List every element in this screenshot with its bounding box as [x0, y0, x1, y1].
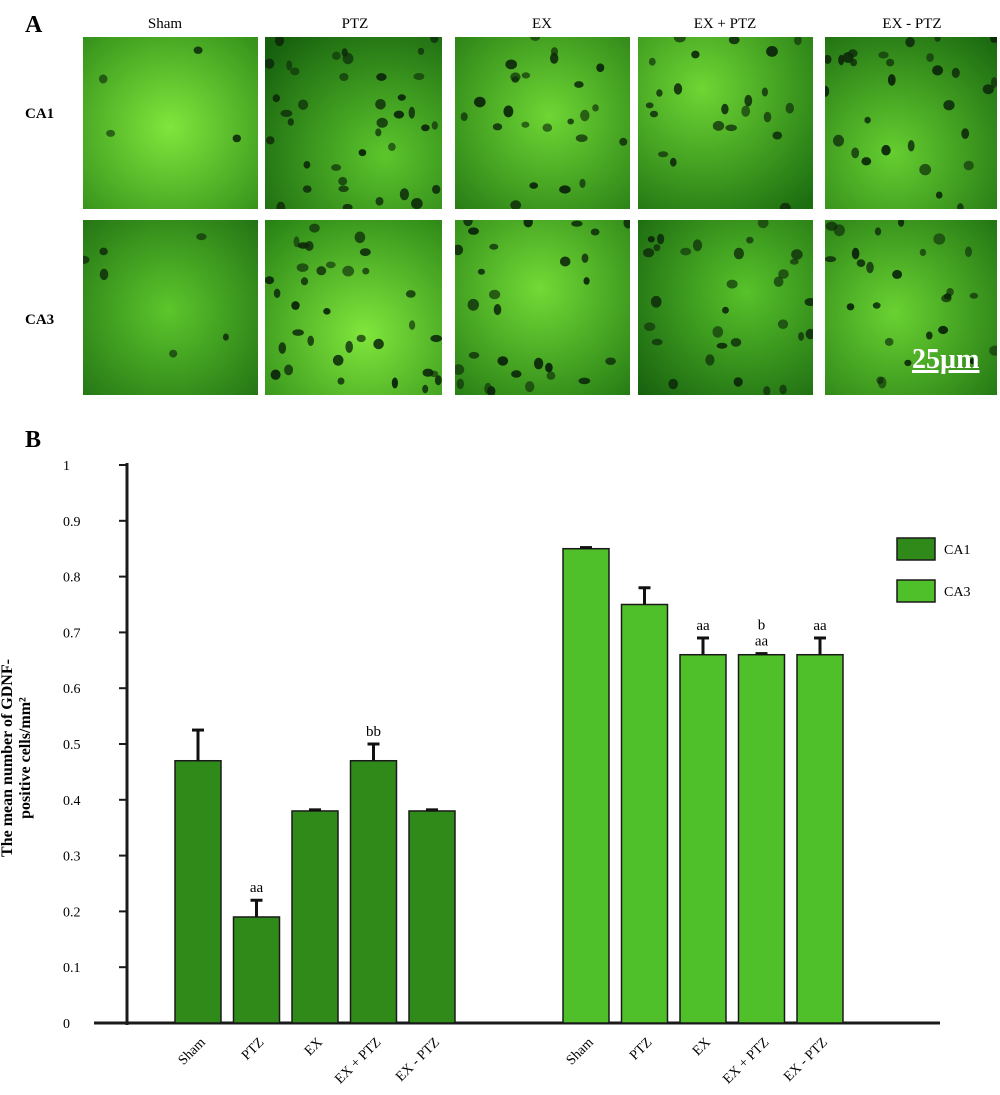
significance-label: b: [758, 618, 766, 634]
x-tick-label: EX - PTZ: [781, 1035, 831, 1085]
column-label-ex-plus-ptz: EX + PTZ: [693, 16, 757, 32]
legend-swatch-ca3: [896, 579, 936, 603]
x-tick-label: EX - PTZ: [393, 1035, 443, 1085]
bar-ca1-4: [349, 759, 398, 1024]
x-tick-label: EX + PTZ: [720, 1035, 772, 1087]
bar-ca3-2: [620, 603, 669, 1024]
column-label-ex-minus-ptz: EX - PTZ: [882, 16, 942, 32]
y-tick-label: 0.3: [63, 850, 81, 865]
x-tick-label: PTZ: [627, 1035, 655, 1063]
y-axis-label-line1: The mean number of GDNF-: [0, 659, 16, 857]
y-tick-label: 0.2: [63, 905, 81, 920]
column-label-ptz: PTZ: [341, 16, 369, 32]
y-tick-label: 0.6: [63, 682, 81, 697]
y-axis-label: The mean number of GDNF- positive cells/…: [0, 593, 35, 923]
micrograph-ca1-1: [83, 37, 258, 209]
bar-ca1-2: [232, 916, 281, 1024]
bar-ca1-1: [174, 759, 222, 1024]
legend-label-ca3: CA3: [944, 585, 970, 600]
bar-ca3-4: [737, 653, 786, 1024]
micrograph-ca1-3: [455, 37, 630, 209]
micrograph-ca1-4: [638, 37, 813, 209]
y-tick-label: 0.1: [63, 961, 81, 976]
bar-ca3-3: [679, 653, 727, 1024]
y-tick-label: 0.5: [63, 738, 81, 753]
micrograph-ca3-3: [455, 220, 630, 395]
x-tick-label: PTZ: [239, 1035, 267, 1063]
significance-label: aa: [755, 634, 769, 650]
x-tick-label: EX: [690, 1035, 714, 1059]
panel-b-label: B: [25, 427, 42, 453]
y-tick-label: 0.8: [63, 571, 81, 586]
column-label-sham: Sham: [147, 16, 183, 32]
micrograph-ca3-5: [825, 220, 997, 395]
bar-ca3-5: [796, 653, 844, 1024]
y-tick-label: 0.9: [63, 515, 81, 530]
x-tick-label: Sham: [564, 1035, 597, 1068]
y-axis-label-line2: positive cells/mm²: [17, 697, 34, 819]
micrograph-ca1-2: [265, 37, 442, 209]
row-label-ca1: CA1: [25, 106, 55, 122]
bar-chart: 0 0.1 0.2 0.3 0.4 0.5 0.6 0.7 0.8 0.9 1 Sham aa PTZ EX…: [63, 459, 970, 1087]
micrograph-ca3-1: [83, 220, 258, 395]
column-label-ex: EX: [532, 16, 552, 32]
x-tick-label: Sham: [176, 1035, 209, 1068]
micrograph-ca3-2: [265, 220, 442, 395]
y-tick-label: 0: [63, 1017, 70, 1032]
legend-label-ca1: CA1: [944, 543, 970, 558]
y-tick-label: 0.7: [63, 626, 81, 641]
x-tick-label: EX + PTZ: [332, 1035, 384, 1087]
legend-swatch-ca1: [896, 537, 936, 561]
x-tick-label: EX: [302, 1035, 326, 1059]
micrograph-ca3-4: [638, 220, 813, 395]
significance-label: aa: [696, 618, 710, 634]
micrograph-ca1-5: [825, 37, 997, 209]
significance-label: aa: [813, 618, 827, 634]
y-tick-label: 0.4: [63, 794, 81, 809]
significance-label: aa: [250, 880, 264, 896]
row-label-ca3: CA3: [25, 312, 55, 328]
panel-a-label: A: [25, 12, 43, 38]
bar-ca1-5: [408, 810, 456, 1024]
bar-ca3-1: [562, 547, 610, 1024]
scale-bar-label: 25µm: [912, 344, 980, 375]
bar-ca1-3: [291, 810, 339, 1024]
y-tick-label: 1: [63, 459, 70, 474]
significance-label: bb: [366, 724, 381, 740]
